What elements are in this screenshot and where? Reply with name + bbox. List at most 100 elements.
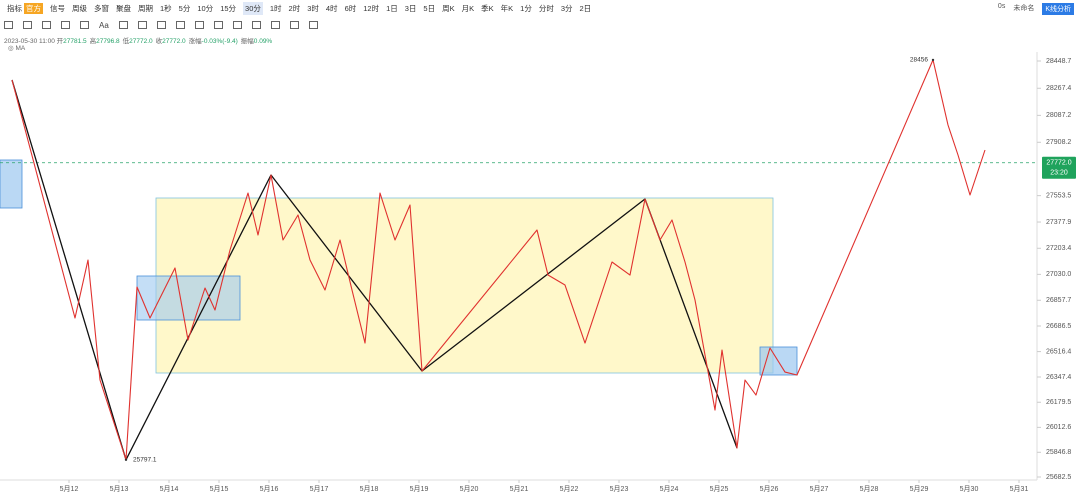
y-tick-label: 25846.8	[1046, 449, 1071, 456]
y-tick-label: 25682.5	[1046, 474, 1071, 481]
toolbar-item[interactable]: K线分析	[1042, 3, 1074, 15]
tool[interactable]	[308, 21, 318, 29]
y-tick-label: 28267.4	[1046, 85, 1071, 92]
x-tick-label: 5月31	[1010, 485, 1029, 493]
field-label: 涨幅	[188, 38, 202, 45]
field-label: 低	[122, 38, 130, 45]
x-tick-label: 5月24	[660, 485, 679, 493]
toolbar-item[interactable]: 指标	[7, 4, 22, 13]
toolbar-item[interactable]: 2时	[288, 4, 301, 13]
toolbar-item[interactable]: 未命名	[1013, 5, 1035, 12]
tool[interactable]	[289, 21, 299, 29]
x-tick-label: 5月12	[60, 485, 79, 493]
x-tick-label: 5月28	[860, 485, 879, 493]
toolbar-item[interactable]: 3时	[307, 4, 319, 13]
x-tick-label: 5月18	[360, 485, 379, 493]
indicator[interactable]: ◎ MA	[8, 45, 26, 52]
toolbar-item[interactable]: 10分	[197, 4, 214, 13]
toolbar-item[interactable]: 周期	[138, 4, 153, 13]
toolbar-item[interactable]: 4时	[325, 4, 338, 13]
field-value: 27772.0	[129, 38, 153, 45]
y-tick-label: 28448.7	[1046, 58, 1071, 65]
toolbar-item[interactable]: 聚盘	[116, 4, 131, 13]
toolbar-item[interactable]: 5日	[423, 4, 436, 13]
toolbar-item[interactable]: 分时	[538, 4, 554, 13]
tool[interactable]	[118, 21, 128, 29]
drawing-tools: Aa	[4, 19, 318, 31]
tool[interactable]	[80, 21, 89, 29]
toolbar-item[interactable]: 15分	[220, 4, 237, 13]
toolbar-item[interactable]: 周K	[442, 4, 455, 13]
annotation-label: 25797.1	[133, 456, 157, 463]
toolbar-item[interactable]: 12时	[363, 4, 380, 13]
range-box	[136, 275, 241, 321]
toolbar-item[interactable]: 年K	[500, 4, 514, 13]
tool[interactable]	[232, 21, 242, 29]
toolbar-item[interactable]: 3分	[560, 4, 573, 13]
tool[interactable]	[42, 21, 51, 29]
toolbar-item[interactable]: 0s	[997, 3, 1006, 10]
y-tick-label: 26347.4	[1046, 374, 1071, 381]
indicator-name: MA	[15, 45, 26, 52]
field-value: -0.03%(-9.4)	[201, 38, 238, 45]
x-tick-label: 5月20	[460, 485, 479, 493]
x-tick-label: 5月22	[560, 485, 579, 493]
x-tick-label: 5月29	[910, 485, 929, 493]
time: 2023-05-30 11:00	[4, 38, 55, 45]
range-box	[155, 197, 774, 374]
x-tick-label: 5月15	[210, 485, 229, 493]
y-tick-label: 26012.6	[1046, 424, 1071, 431]
toolbar-item[interactable]: 周级	[72, 4, 87, 13]
tool[interactable]	[270, 21, 280, 29]
toolbar-item[interactable]: 1秒	[160, 4, 172, 13]
annotation-label: 28456	[910, 57, 928, 64]
field-label: 收	[155, 38, 163, 45]
tool[interactable]	[137, 21, 147, 29]
toolbar-item[interactable]: 1分	[520, 4, 532, 13]
y-tick-label: 27030.0	[1046, 271, 1071, 278]
toolbar-item[interactable]: 30分	[243, 2, 263, 15]
y-tick-label: 26179.5	[1046, 399, 1071, 406]
toolbar-item[interactable]: 2日	[579, 4, 592, 13]
current-price-label: 27772.0	[1046, 160, 1071, 167]
toolbar-item[interactable]: 3日	[404, 4, 417, 13]
x-tick-label: 5月13	[110, 485, 129, 493]
toolbar-item[interactable]: 季K	[481, 4, 494, 13]
field-value: 27772.0	[162, 38, 186, 45]
current-time-label: 23:20	[1050, 170, 1068, 177]
zigzag-line	[11, 79, 738, 461]
tool[interactable]	[4, 21, 13, 29]
y-tick-label: 26686.5	[1046, 323, 1071, 330]
toolbar-item[interactable]: 1日	[386, 4, 398, 13]
tool[interactable]	[251, 21, 261, 29]
x-tick-label: 5月23	[610, 485, 629, 493]
toolbar-item[interactable]: 官方	[24, 3, 43, 14]
x-tick-label: 5月14	[160, 485, 179, 493]
field-label: 开	[56, 38, 64, 45]
toolbar-item[interactable]: 月K	[461, 4, 475, 13]
tool[interactable]	[23, 21, 32, 29]
x-tick-label: 5月19	[410, 485, 429, 493]
tool[interactable]	[194, 21, 204, 29]
tool-text[interactable]: Aa	[99, 20, 109, 30]
toolbar-item[interactable]: 信号	[50, 4, 65, 13]
x-tick-label: 5月25	[710, 485, 729, 493]
toolbar-right: 0s 未命名 K线分析	[998, 3, 1074, 15]
tool[interactable]	[175, 21, 185, 29]
x-tick-label: 5月21	[510, 485, 529, 493]
toolbar-item[interactable]: 6时	[344, 4, 357, 13]
tool[interactable]	[213, 21, 223, 29]
x-tick-label: 5月30	[960, 485, 979, 493]
toolbar-item[interactable]: 5分	[178, 4, 191, 13]
y-tick-label: 28087.2	[1046, 112, 1071, 119]
x-tick-label: 5月16	[260, 485, 279, 493]
field-label: 振幅	[240, 38, 254, 45]
toolbar-item[interactable]: 多窗	[94, 4, 109, 13]
toolbar-item[interactable]: 1时	[269, 4, 282, 13]
x-tick-label: 5月17	[310, 485, 329, 493]
y-tick-label: 27908.2	[1046, 139, 1071, 146]
tool[interactable]	[156, 21, 166, 29]
tool[interactable]	[61, 21, 70, 29]
